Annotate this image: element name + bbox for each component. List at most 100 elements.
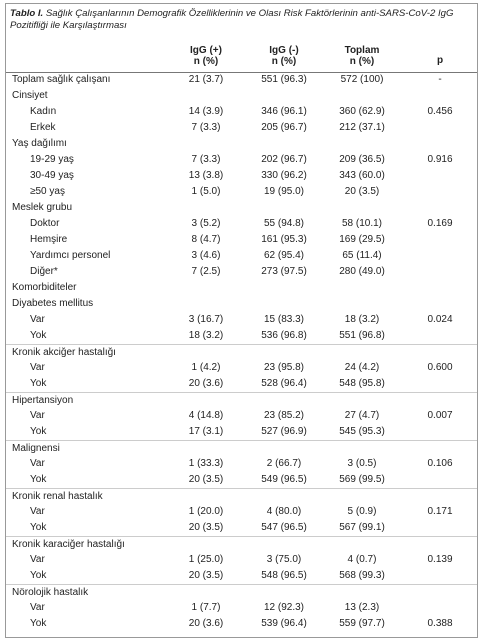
cell: 18 (3.2) <box>344 314 380 325</box>
row-label: Kadın <box>30 106 57 117</box>
cell: 7 (2.5) <box>191 266 221 277</box>
cell: 527 (96.9) <box>261 426 307 437</box>
column-header: Toplam n (%) <box>323 45 401 67</box>
row-label: Erkek <box>30 122 56 133</box>
sub-row: Yok 20 (3.6) 539 (96.4) 559 (97.7) 0.388 <box>6 616 477 632</box>
cell: 548 (96.5) <box>261 570 307 581</box>
sub-row: 30-49 yaş 13 (3.8) 330 (96.2) 343 (60.0) <box>6 168 477 184</box>
cell: 568 (99.3) <box>339 570 385 581</box>
group-label: Komorbiditeler <box>12 282 77 293</box>
cell: 23 (95.8) <box>263 362 305 373</box>
cell: 0.388 <box>427 618 453 629</box>
cell: 161 (95.3) <box>261 234 307 245</box>
cell: 3 (0.5) <box>347 458 377 469</box>
cell: 4 (80.0) <box>266 506 302 517</box>
row-label: Var <box>30 314 45 325</box>
sub-row: Var 1 (33.3) 2 (66.7) 3 (0.5) 0.106 <box>6 456 477 472</box>
group-label: Toplam sağlık çalışanı <box>12 74 111 85</box>
cell: 62 (95.4) <box>263 250 305 261</box>
group-label: Diyabetes mellitus <box>12 298 94 309</box>
row-label: Yok <box>30 378 47 389</box>
cell: 4 (14.8) <box>188 410 224 421</box>
sub-row: Var 1 (20.0) 4 (80.0) 5 (0.9) 0.171 <box>6 504 477 520</box>
cell: 330 (96.2) <box>261 170 307 181</box>
row-label: Yok <box>30 570 47 581</box>
group-label: Nörolojik hastalık <box>12 587 89 598</box>
caption-text: Sağlık Çalışanlarının Demografik Özellik… <box>10 8 454 31</box>
cell: 0.171 <box>427 506 453 517</box>
group-label: Kronik karaciğer hastalığı <box>12 539 125 550</box>
cell: 20 (3.6) <box>188 618 224 629</box>
row-label: 19-29 yaş <box>30 154 74 165</box>
sub-row: Var 1 (25.0) 3 (75.0) 4 (0.7) 0.139 <box>6 552 477 568</box>
cell: 0.456 <box>427 106 453 117</box>
cell: 539 (96.4) <box>261 618 307 629</box>
sub-row: Yok 20 (3.5) 548 (96.5) 568 (99.3) <box>6 568 477 584</box>
cell: 23 (85.2) <box>263 410 305 421</box>
cell: 1 (33.3) <box>188 458 224 469</box>
row-label: Var <box>30 602 45 613</box>
row-label: Var <box>30 410 45 421</box>
sub-row: 19-29 yaş 7 (3.3) 202 (96.7) 209 (36.5) 0.91… <box>6 152 477 168</box>
sub-row: Doktor 3 (5.2) 55 (94.8) 58 (10.1) 0.169 <box>6 216 477 232</box>
row-label: Hemşire <box>30 234 68 245</box>
cell: 4 (0.7) <box>347 554 377 565</box>
sub-row: Yok 20 (3.6) 528 (96.4) 548 (95.8) <box>6 376 477 392</box>
cell: 551 (96.3) <box>261 74 307 85</box>
group-label: Cinsiyet <box>12 90 48 101</box>
cell: 12 (92.3) <box>263 602 305 613</box>
row-label: 30-49 yaş <box>30 170 74 181</box>
cell: 58 (10.1) <box>341 218 383 229</box>
cell: 21 (3.7) <box>188 74 224 85</box>
column-header-line: n (%) <box>271 56 297 67</box>
cell: 1 (25.0) <box>188 554 224 565</box>
cell: 5 (0.9) <box>347 506 377 517</box>
group-row: Diyabetes mellitus <box>6 296 477 312</box>
cell: 1 (20.0) <box>188 506 224 517</box>
row-label: Yok <box>30 330 47 341</box>
cell: 280 (49.0) <box>339 266 385 277</box>
column-header-line: n (%) <box>349 56 375 67</box>
sub-row: Yok 20 (3.5) 547 (96.5) 567 (99.1) <box>6 520 477 536</box>
cell: 13 (3.8) <box>188 170 224 181</box>
cell: 1 (7.7) <box>191 602 221 613</box>
sub-row: Var 4 (14.8) 23 (85.2) 27 (4.7) 0.007 <box>6 408 477 424</box>
cell: 202 (96.7) <box>261 154 307 165</box>
column-header-line: IgG (+) <box>190 45 222 56</box>
group-label: Hipertansiyon <box>12 395 74 406</box>
cell: 0.024 <box>427 314 453 325</box>
sub-row: ≥50 yaş 1 (5.0) 19 (95.0) 20 (3.5) <box>6 184 477 200</box>
row-label: Yok <box>30 522 47 533</box>
group-row: Toplam sağlık çalışanı 21 (3.7) 551 (96.3)… <box>6 72 477 88</box>
cell: 572 (100) <box>340 74 384 85</box>
group-row: Meslek grubu <box>6 200 477 216</box>
cell: 2 (66.7) <box>266 458 302 469</box>
cell: 17 (3.1) <box>188 426 224 437</box>
column-header-line: IgG (-) <box>269 45 299 56</box>
cell: 548 (95.8) <box>339 378 385 389</box>
cell: 13 (2.3) <box>344 602 380 613</box>
sub-row: Var 3 (16.7) 15 (83.3) 18 (3.2) 0.024 <box>6 312 477 328</box>
cell: 547 (96.5) <box>261 522 307 533</box>
table-body: Toplam sağlık çalışanı 21 (3.7) 551 (96.3)… <box>6 72 477 632</box>
cell: 55 (94.8) <box>263 218 305 229</box>
row-label: Diğer* <box>30 266 58 277</box>
row-label: Yok <box>30 474 47 485</box>
cell: 24 (4.2) <box>344 362 380 373</box>
cell: 273 (97.5) <box>261 266 307 277</box>
cell: 0.007 <box>427 410 453 421</box>
group-row: Nörolojik hastalık <box>6 584 477 600</box>
cell: 7 (3.3) <box>191 122 221 133</box>
row-label: Var <box>30 554 45 565</box>
row-label: Yardımcı personel <box>30 250 111 261</box>
group-row: Kronik karaciğer hastalığı <box>6 536 477 552</box>
row-label: Var <box>30 458 45 469</box>
cell: 20 (3.5) <box>344 186 380 197</box>
sub-row: Kadın 14 (3.9) 346 (96.1) 360 (62.9) 0.456 <box>6 104 477 120</box>
cell: 209 (36.5) <box>339 154 385 165</box>
column-header: IgG (+) n (%) <box>167 45 245 67</box>
sub-row: Var 1 (4.2) 23 (95.8) 24 (4.2) 0.600 <box>6 360 477 376</box>
cell: 20 (3.5) <box>188 474 224 485</box>
sub-row: Erkek 7 (3.3) 205 (96.7) 212 (37.1) <box>6 120 477 136</box>
cell: 0.916 <box>427 154 453 165</box>
